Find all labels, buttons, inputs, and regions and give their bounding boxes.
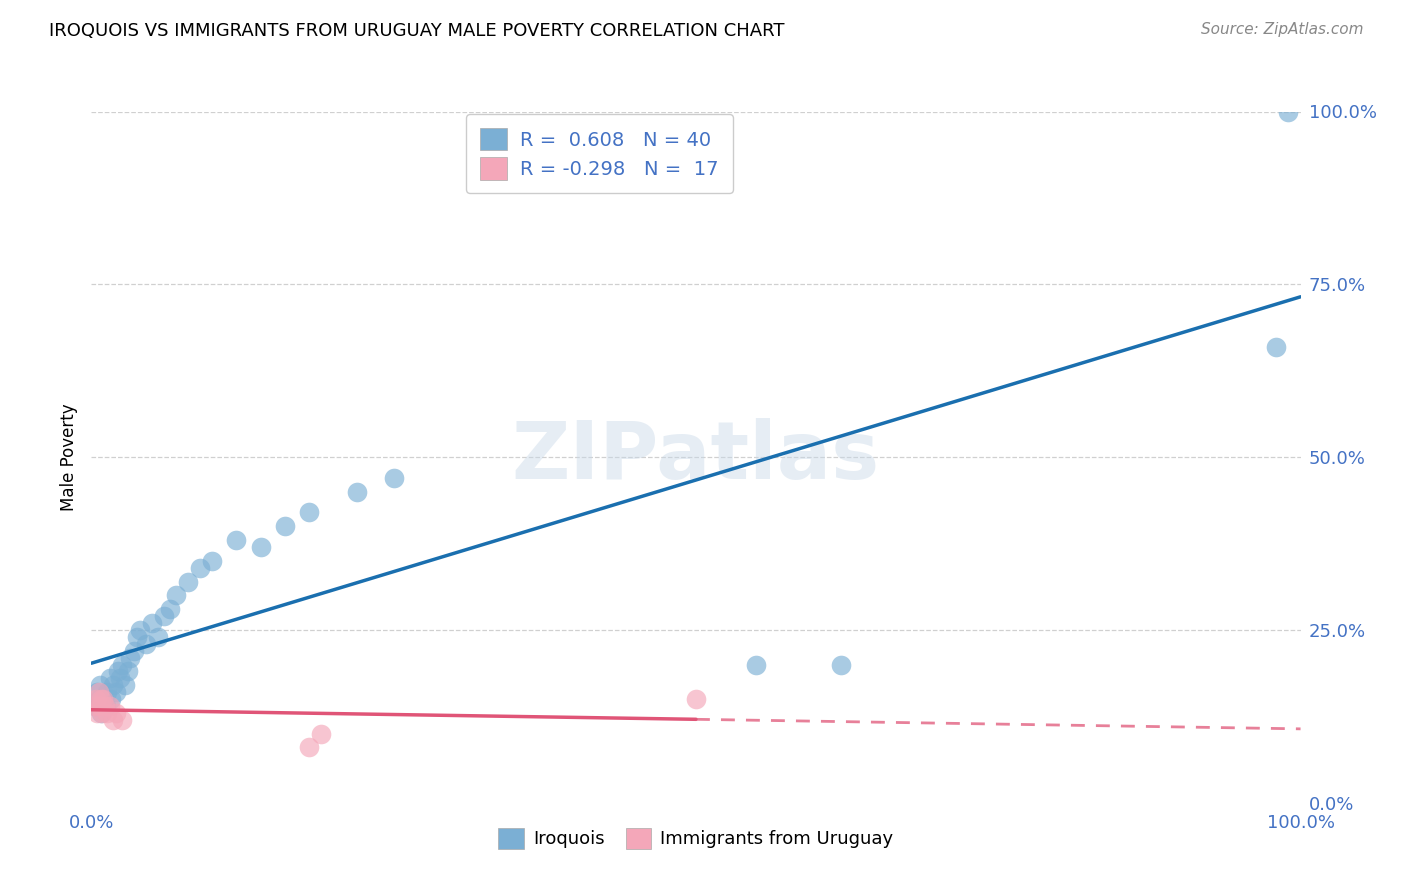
Point bbox=[87, 692, 110, 706]
Point bbox=[86, 685, 108, 699]
Point bbox=[298, 505, 321, 519]
Point bbox=[122, 644, 145, 658]
Point bbox=[87, 685, 110, 699]
Point bbox=[120, 650, 142, 665]
Point bbox=[96, 706, 118, 720]
Point bbox=[1265, 340, 1288, 354]
Point bbox=[93, 692, 115, 706]
Point bbox=[177, 574, 200, 589]
Point bbox=[188, 561, 211, 575]
Point bbox=[111, 713, 132, 727]
Point bbox=[153, 609, 176, 624]
Point bbox=[93, 692, 115, 706]
Point bbox=[101, 713, 124, 727]
Point bbox=[93, 699, 115, 714]
Point bbox=[90, 692, 112, 706]
Point bbox=[96, 685, 118, 699]
Text: IROQUOIS VS IMMIGRANTS FROM URUGUAY MALE POVERTY CORRELATION CHART: IROQUOIS VS IMMIGRANTS FROM URUGUAY MALE… bbox=[49, 22, 785, 40]
Y-axis label: Male Poverty: Male Poverty bbox=[60, 403, 79, 511]
Point bbox=[159, 602, 181, 616]
Point bbox=[225, 533, 247, 547]
Point bbox=[89, 699, 111, 714]
Legend: Iroquois, Immigrants from Uruguay: Iroquois, Immigrants from Uruguay bbox=[491, 821, 901, 856]
Text: Source: ZipAtlas.com: Source: ZipAtlas.com bbox=[1201, 22, 1364, 37]
Point bbox=[1277, 104, 1299, 119]
Point bbox=[84, 699, 107, 714]
Point bbox=[830, 657, 852, 672]
Point bbox=[104, 685, 127, 699]
Point bbox=[107, 665, 129, 679]
Point bbox=[101, 678, 124, 692]
Point bbox=[89, 678, 111, 692]
Point bbox=[128, 623, 150, 637]
Point bbox=[745, 657, 768, 672]
Point bbox=[117, 665, 139, 679]
Point bbox=[141, 615, 163, 630]
Point bbox=[100, 692, 122, 706]
Point bbox=[114, 678, 136, 692]
Point bbox=[249, 540, 271, 554]
Point bbox=[146, 630, 169, 644]
Text: ZIPatlas: ZIPatlas bbox=[512, 418, 880, 496]
Point bbox=[201, 554, 224, 568]
Point bbox=[135, 637, 157, 651]
Point bbox=[165, 589, 187, 603]
Point bbox=[90, 706, 112, 720]
Point bbox=[127, 630, 149, 644]
Point bbox=[91, 706, 114, 720]
Point bbox=[94, 699, 117, 714]
Point bbox=[84, 699, 107, 714]
Point bbox=[274, 519, 297, 533]
Point bbox=[84, 692, 107, 706]
Point bbox=[98, 671, 121, 685]
Point bbox=[382, 471, 405, 485]
Point bbox=[346, 484, 368, 499]
Point bbox=[309, 726, 332, 740]
Point bbox=[86, 706, 108, 720]
Point bbox=[98, 699, 121, 714]
Point bbox=[685, 692, 707, 706]
Point bbox=[111, 657, 132, 672]
Point bbox=[110, 671, 132, 685]
Point bbox=[298, 740, 321, 755]
Point bbox=[104, 706, 127, 720]
